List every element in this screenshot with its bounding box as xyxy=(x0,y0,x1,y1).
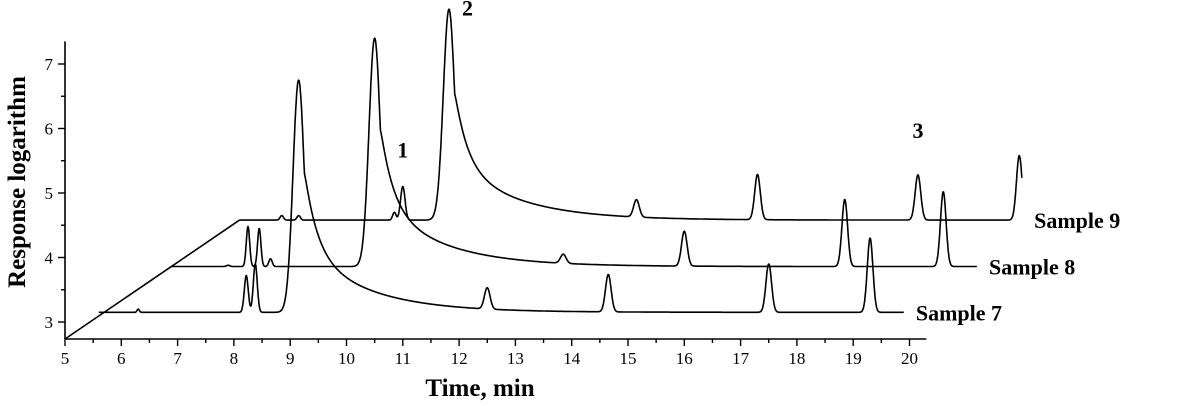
peak-annotation: 3 xyxy=(912,118,923,143)
y-tick-label: 5 xyxy=(45,184,54,203)
series-traces xyxy=(98,8,1023,314)
x-tick-label: 6 xyxy=(117,349,126,368)
peak-annotation: 1 xyxy=(397,138,408,163)
x-tick-label: 15 xyxy=(620,349,637,368)
x-tick-label: 19 xyxy=(845,349,862,368)
x-tick-label: 18 xyxy=(788,349,805,368)
axis-ticks: 5 6 7 8 9 10 11 12 13 14 15 16 17 18 19 20 3 4 5 6 7 xyxy=(45,55,919,368)
x-tick-label: 20 xyxy=(901,349,918,368)
x-tick-label: 9 xyxy=(286,349,295,368)
x-tick-label: 16 xyxy=(676,349,693,368)
series-label: Sample 9 xyxy=(1034,208,1120,233)
x-tick-label: 12 xyxy=(451,349,468,368)
y-tick-label: 7 xyxy=(45,55,54,74)
series-trace-2 xyxy=(171,37,978,268)
x-axis-title: Time, min xyxy=(425,375,534,402)
x-tick-label: 14 xyxy=(563,349,581,368)
chart-labels: Time, min Response logarithm Sample 7 Sam… xyxy=(4,0,1120,402)
x-tick-label: 5 xyxy=(61,349,70,368)
x-tick-label: 13 xyxy=(507,349,524,368)
peak-annotation: 2 xyxy=(462,0,473,21)
series-label: Sample 8 xyxy=(989,255,1075,280)
y-tick-label: 3 xyxy=(45,313,54,332)
x-tick-label: 7 xyxy=(173,349,182,368)
y-axis-title: Response logarithm xyxy=(4,76,31,288)
series-label: Sample 7 xyxy=(916,300,1002,325)
x-tick-label: 10 xyxy=(338,349,355,368)
x-tick-label: 11 xyxy=(395,349,411,368)
series-trace-1 xyxy=(98,79,905,314)
x-tick-label: 17 xyxy=(732,349,750,368)
axes xyxy=(64,41,927,340)
y-tick-label: 6 xyxy=(45,120,54,139)
series-trace-3 xyxy=(239,8,1023,221)
depth-axis-line xyxy=(64,219,240,340)
y-tick-label: 4 xyxy=(45,249,54,268)
x-tick-label: 8 xyxy=(230,349,239,368)
